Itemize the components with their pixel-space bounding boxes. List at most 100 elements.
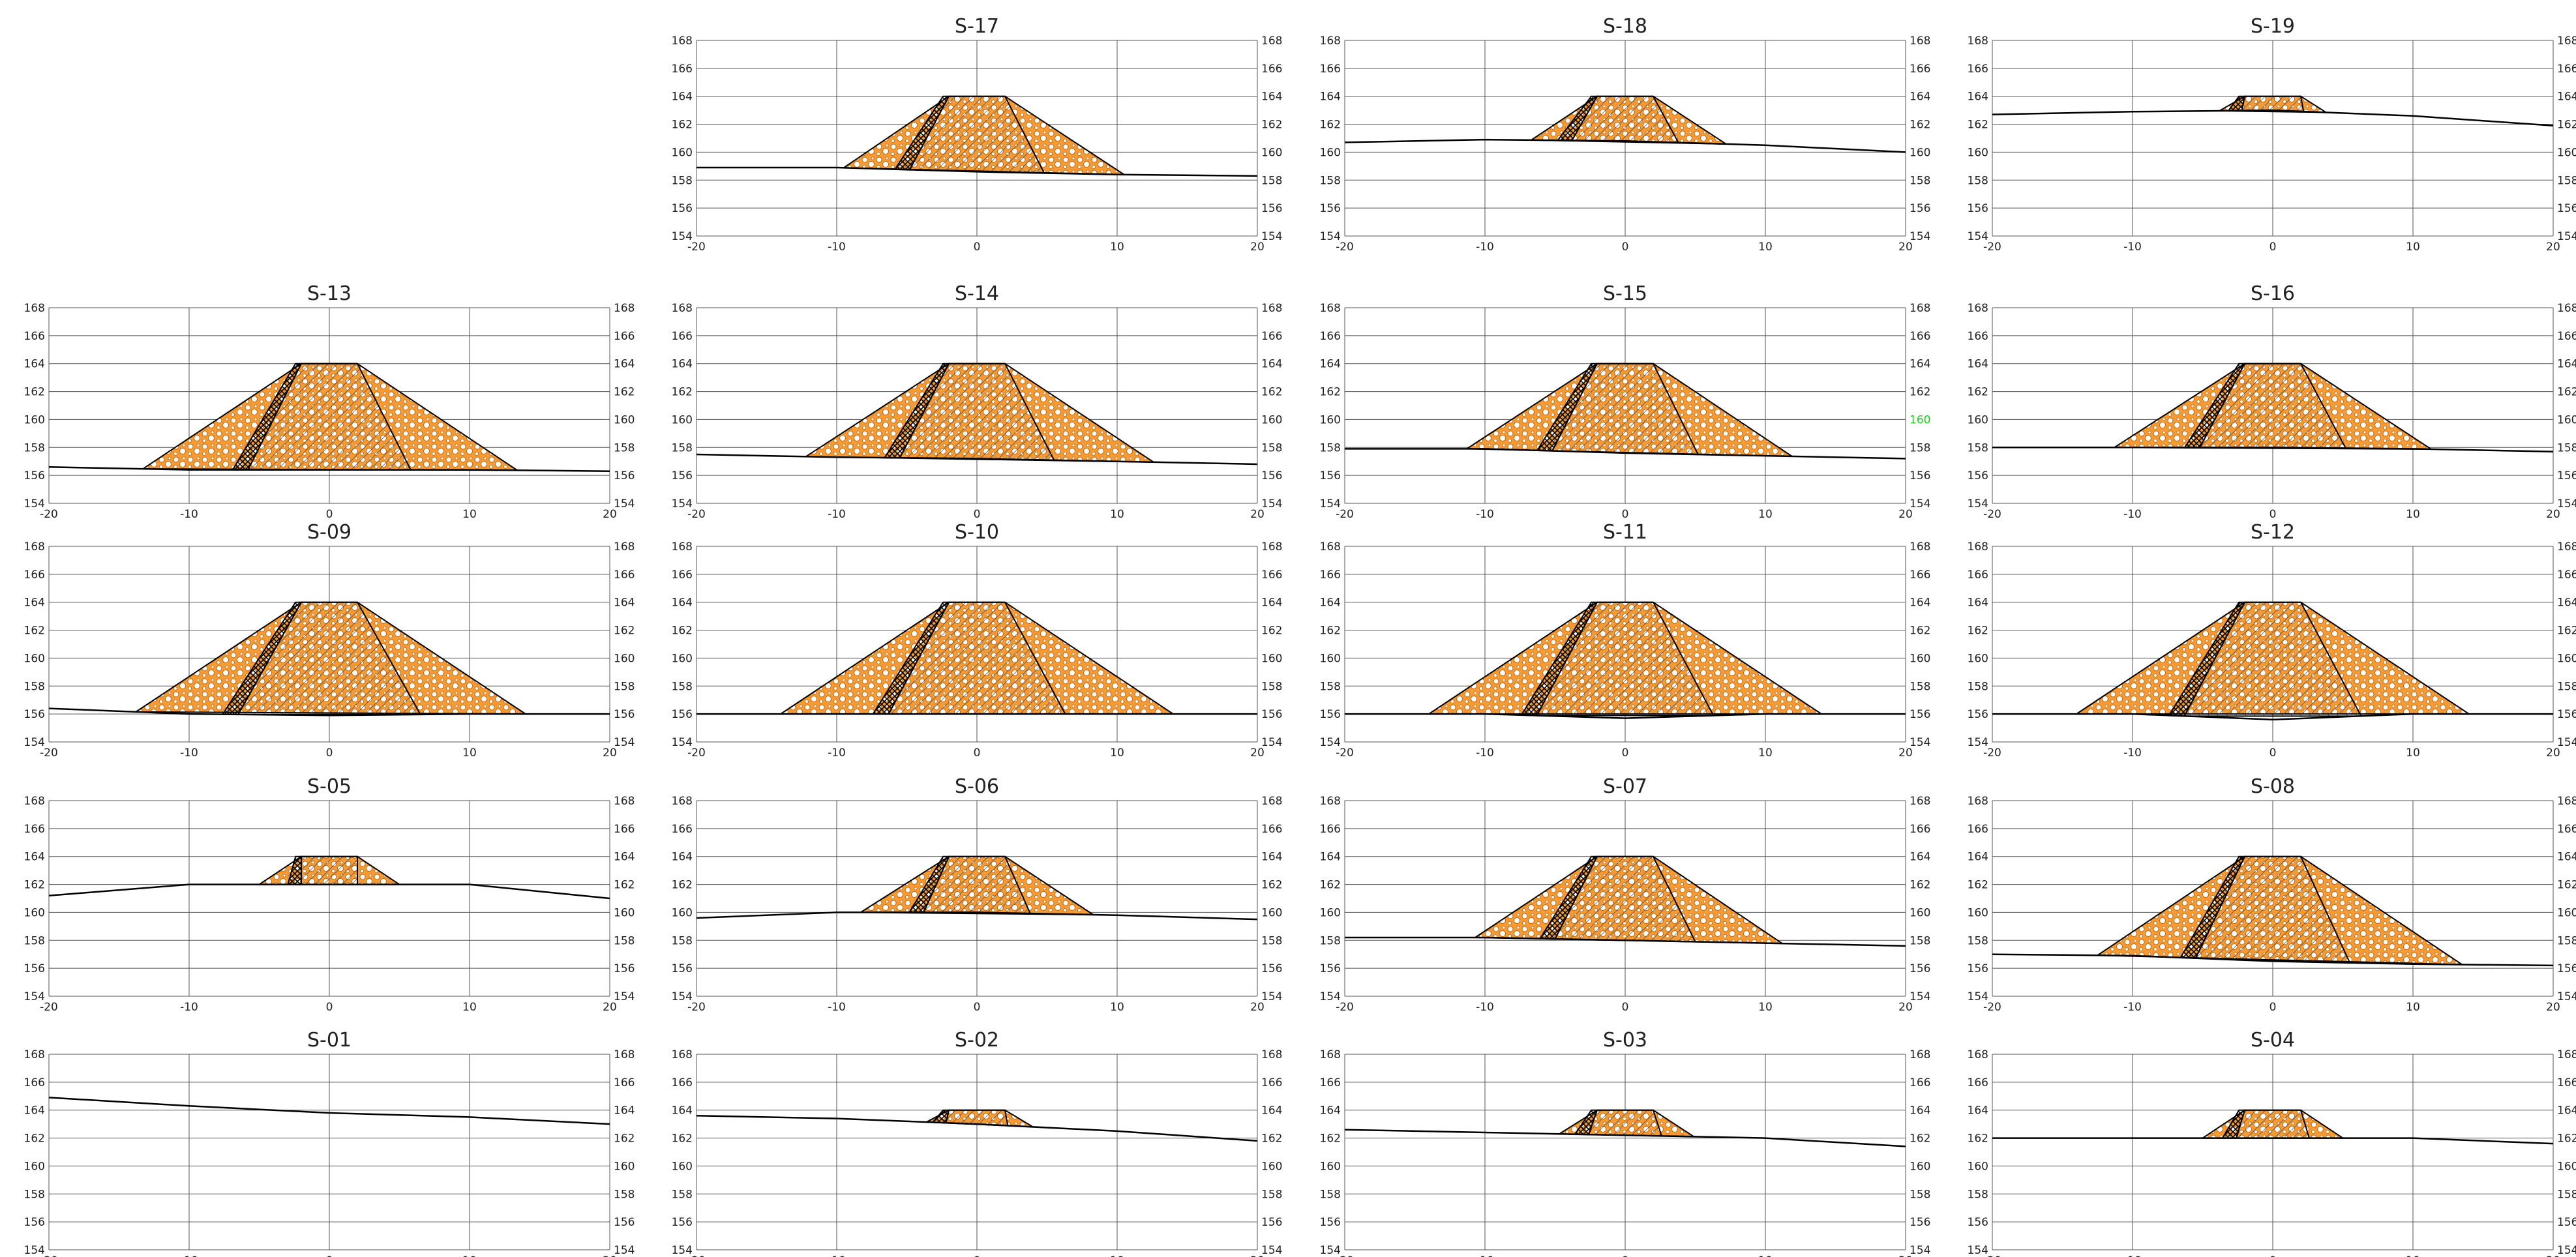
y-tick-label-right: 154 — [2557, 230, 2576, 243]
y-tick-label-left: 168 — [24, 302, 45, 315]
y-tick-label-right: 160 — [2557, 652, 2576, 665]
y-tick-label-right: 154 — [2557, 736, 2576, 749]
x-tick-label: 20 — [1250, 747, 1265, 760]
x-tick-label: -10 — [828, 1001, 846, 1014]
y-tick-label-left: 164 — [1320, 851, 1341, 864]
y-tick-label-left: 162 — [672, 879, 693, 892]
y-tick-label-left: 166 — [672, 823, 693, 836]
x-tick-label: 10 — [1758, 1254, 1773, 1257]
x-tick-label: -20 — [1983, 508, 2001, 521]
section-title: S-04 — [2251, 1029, 2295, 1052]
ground-line — [696, 453, 1258, 466]
x-tick-label: 20 — [603, 1001, 617, 1014]
y-tick-label-left: 166 — [1320, 330, 1341, 343]
y-tick-label-right: 164 — [614, 851, 635, 864]
x-tick-label: -20 — [687, 1001, 706, 1014]
section-title: S-17 — [955, 15, 999, 38]
x-tick-label: 10 — [462, 1001, 477, 1014]
y-tick-label-right: 168 — [614, 1048, 635, 1061]
y-tick-label-left: 168 — [1320, 795, 1341, 808]
y-tick-label-left: 160 — [672, 413, 693, 426]
y-tick-label-left: 162 — [24, 879, 45, 892]
y-tick-label-left: 156 — [672, 708, 693, 721]
y-tick-label-left: 162 — [24, 625, 45, 638]
ground-line — [696, 166, 1258, 177]
x-tick-label: -10 — [1476, 508, 1494, 521]
ground-line — [48, 883, 610, 900]
y-tick-label-right: 160 — [614, 1160, 635, 1173]
y-tick-label-right: 168 — [1261, 302, 1282, 315]
x-tick-label: 0 — [974, 747, 981, 760]
x-tick-label: 10 — [1758, 747, 1773, 760]
y-tick-label-right: 160 — [2557, 906, 2576, 919]
y-tick-label-left: 164 — [1968, 851, 1988, 864]
y-tick-label-right: 160 — [614, 652, 635, 665]
y-tick-label-right: 164 — [1261, 1104, 1282, 1117]
y-tick-label-right: 168 — [1910, 1048, 1930, 1061]
x-tick-label: 20 — [1250, 508, 1265, 521]
y-tick-label-left: 160 — [1320, 413, 1341, 426]
section-panel: S-12 154 154 156 156 158 158 160 160 162 162 164 164… — [1968, 521, 2576, 760]
x-tick-label: -10 — [1476, 747, 1494, 760]
y-tick-label-left: 162 — [1968, 119, 1988, 132]
y-tick-label-left: 168 — [1968, 795, 1988, 808]
y-tick-label-right: 154 — [1910, 736, 1930, 749]
section-panel: S-17 154 154 156 156 158 158 160 160 162 162 164 164… — [672, 15, 1283, 254]
y-tick-label-right: 164 — [1261, 851, 1282, 864]
y-tick-label-right: 166 — [1910, 569, 1930, 582]
y-tick-label-left: 156 — [672, 1216, 693, 1229]
y-tick-label-right: 164 — [1910, 1104, 1930, 1117]
x-tick-label: 10 — [1758, 508, 1773, 521]
y-tick-label-left: 166 — [1968, 569, 1988, 582]
section-panel: S-15 154 154 156 156 158 158 160 160 162 162 164 164… — [1320, 282, 1931, 521]
section-panel: S-19 154 154 156 156 158 158 160 160 162 162 164 164… — [1968, 15, 2576, 254]
y-tick-label-left: 158 — [672, 934, 693, 947]
section-title: S-01 — [307, 1029, 352, 1052]
x-tick-label: 0 — [974, 508, 981, 521]
y-tick-label-left: 158 — [24, 441, 45, 454]
x-tick-label: 0 — [2269, 241, 2277, 254]
y-tick-label-left: 168 — [1968, 1048, 1988, 1061]
y-tick-label-left: 162 — [24, 1132, 45, 1146]
y-tick-label-left: 158 — [1968, 1188, 1988, 1201]
y-tick-label-right: 158 — [614, 1188, 635, 1201]
y-tick-label-left: 166 — [1320, 1076, 1341, 1089]
x-tick-label: -20 — [40, 508, 58, 521]
y-tick-label-left: 160 — [1968, 652, 1988, 665]
x-tick-label: 20 — [2546, 1001, 2560, 1014]
y-tick-label-left: 164 — [672, 851, 693, 864]
y-tick-label-right: 158 — [614, 680, 635, 693]
y-tick-label-left: 168 — [1320, 540, 1341, 554]
y-tick-label-right: 168 — [1910, 540, 1930, 554]
y-tick-label-left: 158 — [672, 680, 693, 693]
y-tick-label-left: 154 — [24, 990, 45, 1003]
y-tick-label-right: 168 — [2557, 795, 2576, 808]
y-tick-label-right: 168 — [614, 540, 635, 554]
y-tick-label-right: 160 — [614, 413, 635, 426]
y-tick-label-left: 168 — [672, 540, 693, 554]
y-tick-label-right: 162 — [1261, 119, 1282, 132]
ground-line — [48, 466, 610, 472]
y-tick-label-left: 160 — [24, 413, 45, 426]
x-tick-label: 10 — [2406, 241, 2420, 254]
y-tick-label-right: 160 — [1261, 906, 1282, 919]
y-tick-label-right: 164 — [2557, 91, 2576, 104]
x-tick-label: -20 — [40, 1001, 58, 1014]
y-tick-label-right: 162 — [2557, 879, 2576, 892]
y-tick-label-left: 164 — [672, 597, 693, 610]
y-tick-label-left: 162 — [1320, 879, 1341, 892]
y-tick-label-right: 154 — [614, 1244, 635, 1257]
y-tick-label-left: 162 — [1968, 386, 1988, 399]
y-tick-label-left: 168 — [1320, 1048, 1341, 1061]
y-tick-label-right: 156 — [2557, 708, 2576, 721]
section-title: S-02 — [955, 1029, 999, 1052]
x-tick-label: 20 — [1250, 1001, 1265, 1014]
section-panel: S-18 154 154 156 156 158 158 160 160 162 162 164 164… — [1320, 15, 1931, 254]
x-tick-label: 20 — [2546, 508, 2560, 521]
section-panel: S-10 154 154 156 156 158 158 160 160 162 162 164 164… — [672, 521, 1283, 760]
y-tick-label-left: 164 — [672, 91, 693, 104]
y-tick-label-right: 164 — [1261, 358, 1282, 371]
y-tick-label-right: 154 — [1910, 497, 1930, 510]
y-tick-label-left: 160 — [24, 652, 45, 665]
y-tick-label-right: 166 — [1910, 823, 1930, 836]
